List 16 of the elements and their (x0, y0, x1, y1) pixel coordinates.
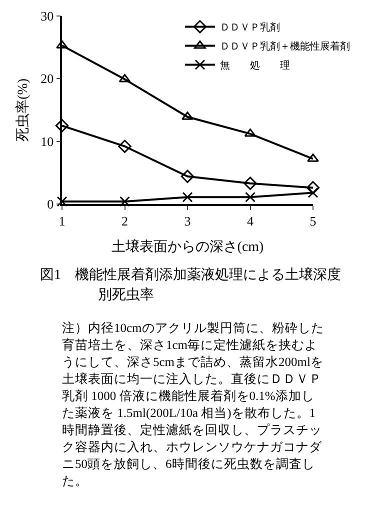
x-tick-label: 4 (247, 213, 254, 228)
y-tick-label: 20 (40, 71, 54, 86)
x-tick-label: 2 (122, 213, 128, 228)
x-axis-title: 土壌表面からの深さ(cm) (111, 239, 264, 256)
text: 図1 機能性展着剤添加薬液処理による土壌深度別死虫率 (40, 266, 342, 305)
x-tick-label: 5 (310, 213, 316, 228)
x-tick-label: 1 (58, 213, 66, 228)
y-axis-title: 死虫率(%) (14, 78, 31, 142)
x-tick-label: 3 (184, 213, 191, 228)
legend-label: 無 処 理 (220, 60, 290, 72)
y-tick-label: 0 (47, 196, 54, 212)
text: 注）内径10cmのアクリル製円筒に、粉砕した育苗培土を、深さ1cm毎に定性濾紙を挟むようにして、深さ5cmまで詰め、蒸留水200mlを土壌表面に均一に注入した。直後にＤＤＶＰ乳剤 1000 倍液に機能性展着剤を0.1%添加した薬液を 1.5ml(200L/10a 相当)を散布した。1時間静置後、定性濾紙を回収し、プラスチック容器内に入れ、ホウレンソウケナガコナダニ50頭を放飼し、6時間後に死虫数を調査した。 (62, 321, 324, 488)
y-tick-label: 10 (40, 134, 54, 149)
y-tick-label: 30 (40, 8, 54, 24)
legend-label: ＤＤＶＰ乳剤 (220, 22, 280, 34)
legend-label: ＤＤＶＰ乳剤＋機能性展着剤 (220, 40, 350, 53)
